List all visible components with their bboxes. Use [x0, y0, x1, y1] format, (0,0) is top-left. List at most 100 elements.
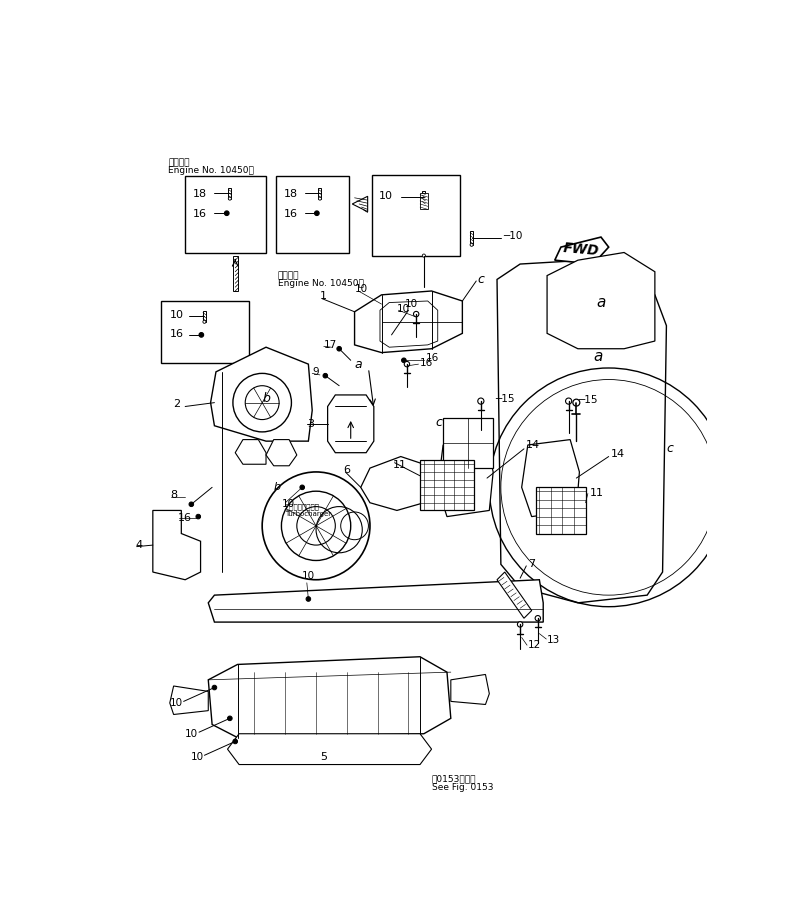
Bar	[161, 301, 249, 362]
Bar	[536, 487, 585, 534]
Bar	[276, 176, 349, 253]
Text: 16: 16	[169, 328, 184, 338]
Bar	[318, 188, 322, 199]
Text: 9: 9	[312, 367, 319, 377]
Text: 17: 17	[324, 340, 337, 350]
Text: 1: 1	[320, 292, 327, 302]
Circle shape	[314, 211, 319, 215]
Circle shape	[470, 243, 473, 247]
Circle shape	[228, 716, 232, 721]
Text: 適用号機: 適用号機	[277, 271, 299, 281]
Polygon shape	[497, 260, 667, 602]
Circle shape	[323, 373, 328, 378]
Circle shape	[203, 320, 206, 324]
Text: 18: 18	[193, 189, 207, 199]
Text: 適用号機: 適用号機	[168, 159, 190, 168]
Text: Turbocharger: Turbocharger	[285, 511, 332, 516]
Circle shape	[212, 685, 217, 690]
Polygon shape	[355, 291, 463, 353]
Bar	[420, 460, 474, 511]
Text: 10: 10	[191, 752, 203, 762]
Circle shape	[229, 197, 232, 200]
Circle shape	[225, 211, 229, 215]
Text: c: c	[478, 273, 485, 286]
Polygon shape	[169, 686, 208, 714]
Text: 10: 10	[303, 571, 315, 580]
Bar	[371, 175, 460, 256]
Text: a: a	[597, 295, 606, 310]
Polygon shape	[266, 439, 297, 466]
Polygon shape	[522, 439, 579, 516]
Circle shape	[300, 485, 304, 490]
Text: 4: 4	[135, 540, 143, 550]
Text: 5: 5	[320, 752, 327, 762]
Circle shape	[573, 399, 580, 406]
Bar	[420, 193, 428, 208]
Polygon shape	[352, 196, 368, 212]
Text: 2: 2	[173, 399, 180, 409]
Text: ターボチャージャ: ターボチャージャ	[285, 503, 319, 510]
Polygon shape	[153, 511, 201, 580]
Text: c: c	[436, 416, 442, 429]
Text: 16: 16	[420, 358, 433, 368]
Circle shape	[318, 197, 322, 200]
Text: 16: 16	[426, 353, 439, 363]
Bar	[443, 418, 493, 468]
Text: 12: 12	[528, 640, 541, 650]
Polygon shape	[497, 572, 532, 618]
Circle shape	[478, 398, 484, 404]
Polygon shape	[208, 657, 451, 737]
Text: 10: 10	[379, 191, 393, 201]
Text: Engine No. 10450－: Engine No. 10450－	[168, 166, 254, 175]
Text: 14: 14	[526, 440, 541, 450]
Text: 16: 16	[284, 208, 298, 218]
Circle shape	[414, 312, 419, 316]
Polygon shape	[208, 580, 543, 622]
Polygon shape	[380, 301, 437, 348]
Circle shape	[566, 398, 572, 404]
Bar	[422, 191, 426, 204]
Polygon shape	[228, 734, 432, 765]
Text: 18: 18	[284, 189, 298, 199]
Text: 7: 7	[528, 559, 535, 569]
Bar	[229, 188, 232, 199]
Text: 13: 13	[547, 635, 560, 645]
Text: 10: 10	[169, 310, 184, 320]
Text: 10: 10	[355, 283, 368, 293]
Polygon shape	[437, 439, 493, 516]
Text: Engine No. 10450－: Engine No. 10450－	[277, 280, 363, 289]
Bar	[185, 176, 266, 253]
Circle shape	[306, 597, 310, 602]
Text: b: b	[273, 482, 281, 492]
Text: 10: 10	[397, 304, 410, 314]
Text: 11: 11	[589, 489, 604, 499]
Text: ─10: ─10	[504, 230, 522, 240]
Polygon shape	[210, 348, 312, 441]
Circle shape	[535, 615, 541, 621]
Text: ─15: ─15	[578, 394, 597, 404]
Circle shape	[518, 622, 522, 627]
Text: 16: 16	[193, 208, 207, 218]
Text: 6: 6	[343, 466, 350, 475]
Text: 8: 8	[169, 490, 177, 500]
Polygon shape	[233, 257, 237, 291]
Text: 圖0153図参照: 圖0153図参照	[432, 775, 476, 783]
Text: 10: 10	[169, 698, 183, 708]
Circle shape	[402, 358, 406, 362]
Polygon shape	[328, 395, 374, 453]
Circle shape	[422, 254, 426, 257]
Polygon shape	[361, 457, 436, 511]
Polygon shape	[236, 439, 266, 464]
Text: b: b	[262, 392, 270, 405]
Polygon shape	[451, 674, 489, 704]
Text: 3: 3	[307, 419, 314, 429]
Circle shape	[389, 333, 394, 337]
Bar	[470, 231, 473, 245]
Text: See Fig. 0153: See Fig. 0153	[432, 783, 493, 792]
Text: c: c	[667, 442, 673, 456]
Text: FWD: FWD	[563, 241, 600, 258]
Circle shape	[404, 361, 410, 367]
Text: a: a	[355, 358, 362, 370]
Circle shape	[336, 347, 341, 351]
Text: 10: 10	[404, 299, 418, 309]
